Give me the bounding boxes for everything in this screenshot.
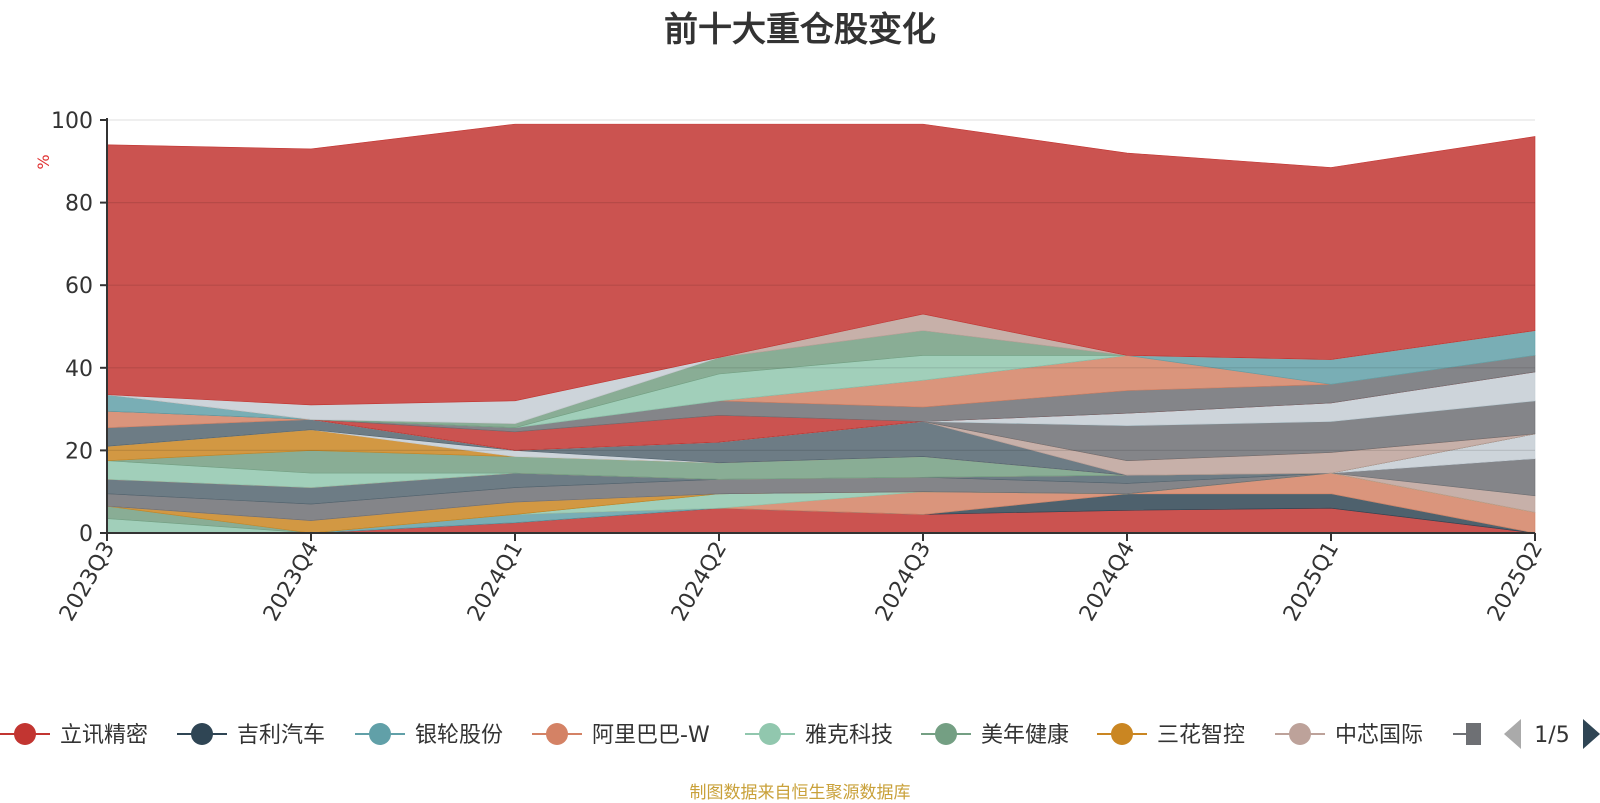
legend-marker: [759, 723, 781, 745]
y-tick-label: 0: [79, 522, 93, 547]
legend-label: 中芯国际: [1335, 723, 1423, 748]
legend: 立讯精密 吉利汽车 银轮股份 阿里巴巴-W 雅克科技 美年健康 三花智控 中芯国际 1/5: [0, 719, 1600, 749]
x-tick-label: 2024Q3: [871, 538, 936, 626]
legend-label: 银轮股份: [415, 723, 503, 748]
x-tick-label: 2023Q4: [259, 538, 324, 626]
legend-item[interactable]: 三花智控: [1097, 723, 1245, 748]
legend-item[interactable]: 立讯精密: [0, 723, 148, 748]
legend-label: 立讯精密: [60, 723, 148, 748]
x-tick-label: 2025Q1: [1279, 538, 1344, 626]
y-tick-label: 60: [65, 274, 93, 299]
legend-marker: [369, 723, 391, 745]
x-tick-label: 2024Q4: [1075, 538, 1140, 626]
legend-marker: [14, 723, 36, 745]
y-axis-label: %: [34, 154, 53, 169]
legend-item[interactable]: 雅克科技: [745, 723, 893, 748]
legend-label: 雅克科技: [805, 723, 893, 748]
legend-label: 阿里巴巴-W: [592, 723, 710, 748]
chart-title: 前十大重仓股变化: [664, 10, 936, 50]
triangle-right-icon[interactable]: [1583, 719, 1600, 749]
legend-marker: [546, 723, 568, 745]
y-tick-label: 40: [65, 357, 93, 382]
legend-label: 美年健康: [981, 723, 1069, 748]
legend-item[interactable]: 吉利汽车: [177, 723, 325, 748]
x-tick-label: 2024Q1: [463, 538, 528, 626]
legend-item[interactable]: 美年健康: [921, 723, 1069, 748]
grid-lines: [107, 119, 1535, 451]
legend-item[interactable]: 阿里巴巴-W: [532, 723, 710, 748]
area-series-30: [106, 123, 1536, 406]
area-series-group: [106, 123, 1536, 534]
y-tick-label: 20: [65, 439, 93, 464]
legend-label: 三花智控: [1157, 723, 1245, 748]
legend-label: 吉利汽车: [237, 723, 325, 748]
legend-marker: [1111, 723, 1133, 745]
legend-item-partial[interactable]: [1453, 723, 1481, 745]
legend-marker: [1289, 723, 1311, 745]
legend-item[interactable]: 银轮股份: [355, 723, 503, 748]
triangle-left-icon[interactable]: [1504, 719, 1521, 749]
x-tick-label: 2024Q2: [667, 538, 732, 626]
legend-page-indicator: 1/5: [1534, 723, 1569, 748]
y-tick-label: 80: [65, 192, 93, 217]
x-tick-label: 2025Q2: [1483, 538, 1548, 626]
legend-marker: [191, 723, 213, 745]
legend-marker: [1466, 723, 1481, 745]
legend-marker: [935, 723, 957, 745]
legend-item[interactable]: 中芯国际: [1275, 723, 1423, 748]
source-note: 制图数据来自恒生聚源数据库: [689, 783, 911, 803]
x-tick-label: 2023Q3: [55, 538, 120, 626]
y-tick-label: 100: [51, 109, 93, 134]
